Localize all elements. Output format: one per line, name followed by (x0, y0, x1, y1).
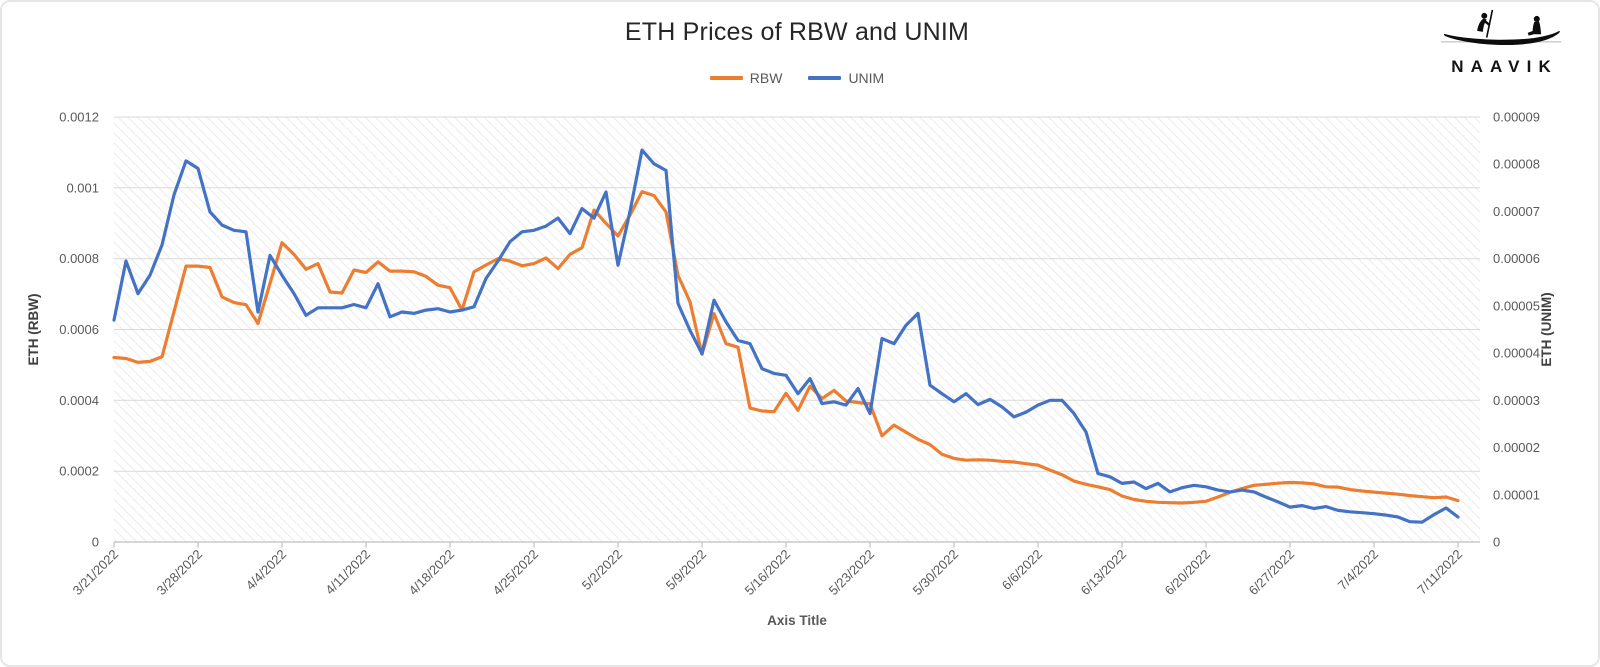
left-tick-label: 0 (92, 535, 99, 550)
right-tick-label: 0.00008 (1493, 157, 1540, 172)
legend-label: UNIM (848, 70, 885, 86)
x-tick-label: 6/13/2022 (1078, 547, 1130, 599)
x-tick-label: 3/28/2022 (154, 547, 206, 599)
x-tick-label: 6/6/2022 (999, 547, 1045, 593)
x-axis-title: Axis Title (767, 613, 827, 628)
right-tick-label: 0.00005 (1493, 298, 1540, 313)
legend-item-unim: UNIM (808, 70, 884, 86)
right-tick-label: 0 (1493, 535, 1500, 550)
x-tick-label: 7/11/2022 (1414, 547, 1465, 598)
legend-swatch-unim (808, 76, 842, 80)
boat-icon (1440, 9, 1562, 46)
legend-swatch-rbw (709, 76, 743, 80)
left-tick-label: 0.0008 (59, 251, 99, 266)
x-tick-label: 5/30/2022 (910, 547, 962, 599)
right-tick-label: 0.00003 (1493, 393, 1540, 408)
x-tick-label: 4/25/2022 (490, 547, 542, 599)
x-tick-label: 4/4/2022 (243, 547, 289, 593)
x-tick-label: 7/4/2022 (1335, 547, 1381, 593)
chart-title: ETH Prices of RBW and UNIM (624, 18, 970, 46)
right-tick-label: 0.00007 (1493, 204, 1540, 219)
unim-line-series (112, 148, 1460, 524)
x-tick-label: 5/9/2022 (663, 547, 709, 593)
left-tick-label: 0.0002 (59, 464, 99, 479)
left-axis-title: ETH (RBW) (26, 294, 41, 366)
x-tick-label: 4/11/2022 (322, 547, 373, 598)
x-tick-label: 5/23/2022 (826, 547, 878, 599)
x-tick-label: 6/27/2022 (1246, 547, 1298, 599)
right-tick-label: 0.00006 (1493, 251, 1540, 266)
logo-text: NAAVIK (1451, 57, 1558, 76)
legend: RBW UNIM (2, 70, 1592, 86)
right-tick-label: 0.00002 (1493, 440, 1540, 455)
right-tick-label: 0.00009 (1493, 110, 1540, 125)
right-tick-label: 0.00004 (1493, 346, 1540, 361)
right-axis-title: ETH (UNIM) (1539, 292, 1554, 366)
x-tick-label: 6/20/2022 (1162, 547, 1214, 599)
legend-item-rbw: RBW (709, 70, 783, 86)
naavik-logo: NAAVIK (1436, 8, 1566, 77)
left-tick-label: 0.0012 (59, 110, 99, 125)
x-tick-label: 3/21/2022 (70, 547, 122, 599)
left-tick-label: 0.0004 (59, 393, 99, 408)
x-tick-label: 4/18/2022 (406, 547, 458, 599)
x-tick-label: 5/2/2022 (579, 547, 625, 593)
left-tick-label: 0.001 (66, 180, 99, 195)
right-tick-label: 0.00001 (1493, 487, 1540, 502)
x-tick-label: 5/16/2022 (742, 547, 794, 599)
left-tick-label: 0.0006 (59, 322, 99, 337)
legend-label: RBW (749, 70, 783, 86)
